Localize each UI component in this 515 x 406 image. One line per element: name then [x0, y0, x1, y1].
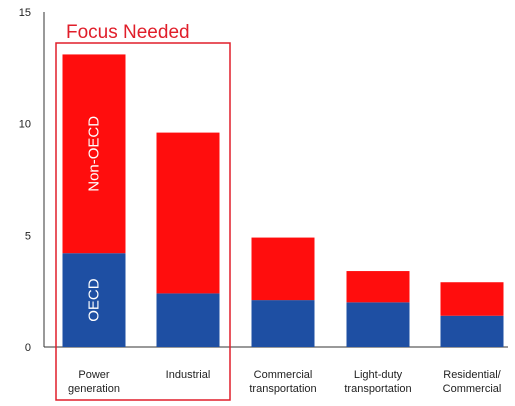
y-axis-ticks: 0 5 10 15 [19, 7, 31, 354]
category-label-line: transportation [344, 383, 411, 395]
bar-non-oecd-1 [156, 132, 220, 294]
category-label-line: Commercial [443, 383, 502, 395]
category-label-line: Commercial [254, 369, 313, 381]
y-tick-label-10: 10 [19, 119, 31, 131]
bar-non-oecd-0 [62, 54, 126, 254]
y-tick-label-5: 5 [25, 230, 31, 242]
category-label-0: Power generation [68, 369, 120, 395]
y-tick-label-15: 15 [19, 7, 31, 19]
focus-needed-box [55, 42, 231, 401]
category-label-line: Residential/ [443, 369, 501, 381]
bar-oecd-4 [440, 315, 504, 347]
bar-non-oecd-4 [440, 282, 504, 316]
category-label-4: Residential/Commercial [443, 369, 502, 395]
focus-needed-label: Focus Needed [66, 22, 190, 43]
series-label-oecd: OECD [86, 278, 103, 322]
bar-oecd-2 [251, 300, 315, 347]
category-label-line: Power [78, 369, 110, 381]
category-label-line: generation [68, 383, 120, 395]
category-label-3: Light-duty transportation [344, 369, 411, 395]
category-label-1: Industrial [166, 369, 211, 381]
y-tick-label-0: 0 [25, 342, 31, 354]
bar-oecd-3 [346, 302, 410, 347]
category-label-line: Light-duty [354, 369, 403, 381]
bar-non-oecd-3 [346, 271, 410, 303]
bar-oecd-0 [62, 253, 126, 347]
series-label-non-oecd: Non-OECD [86, 116, 103, 192]
bar-oecd-1 [156, 293, 220, 347]
category-label-line: Industrial [166, 369, 211, 381]
series-labels: OECD Non-OECD [86, 116, 103, 322]
focus-needed-annotation: Focus Needed [55, 22, 231, 401]
bars [62, 54, 504, 347]
category-labels: Power generation Industrial Commercial trans… [68, 369, 502, 395]
category-label-line: transportation [249, 383, 316, 395]
bar-non-oecd-2 [251, 237, 315, 301]
category-label-2: Commercial transportation [249, 369, 316, 395]
